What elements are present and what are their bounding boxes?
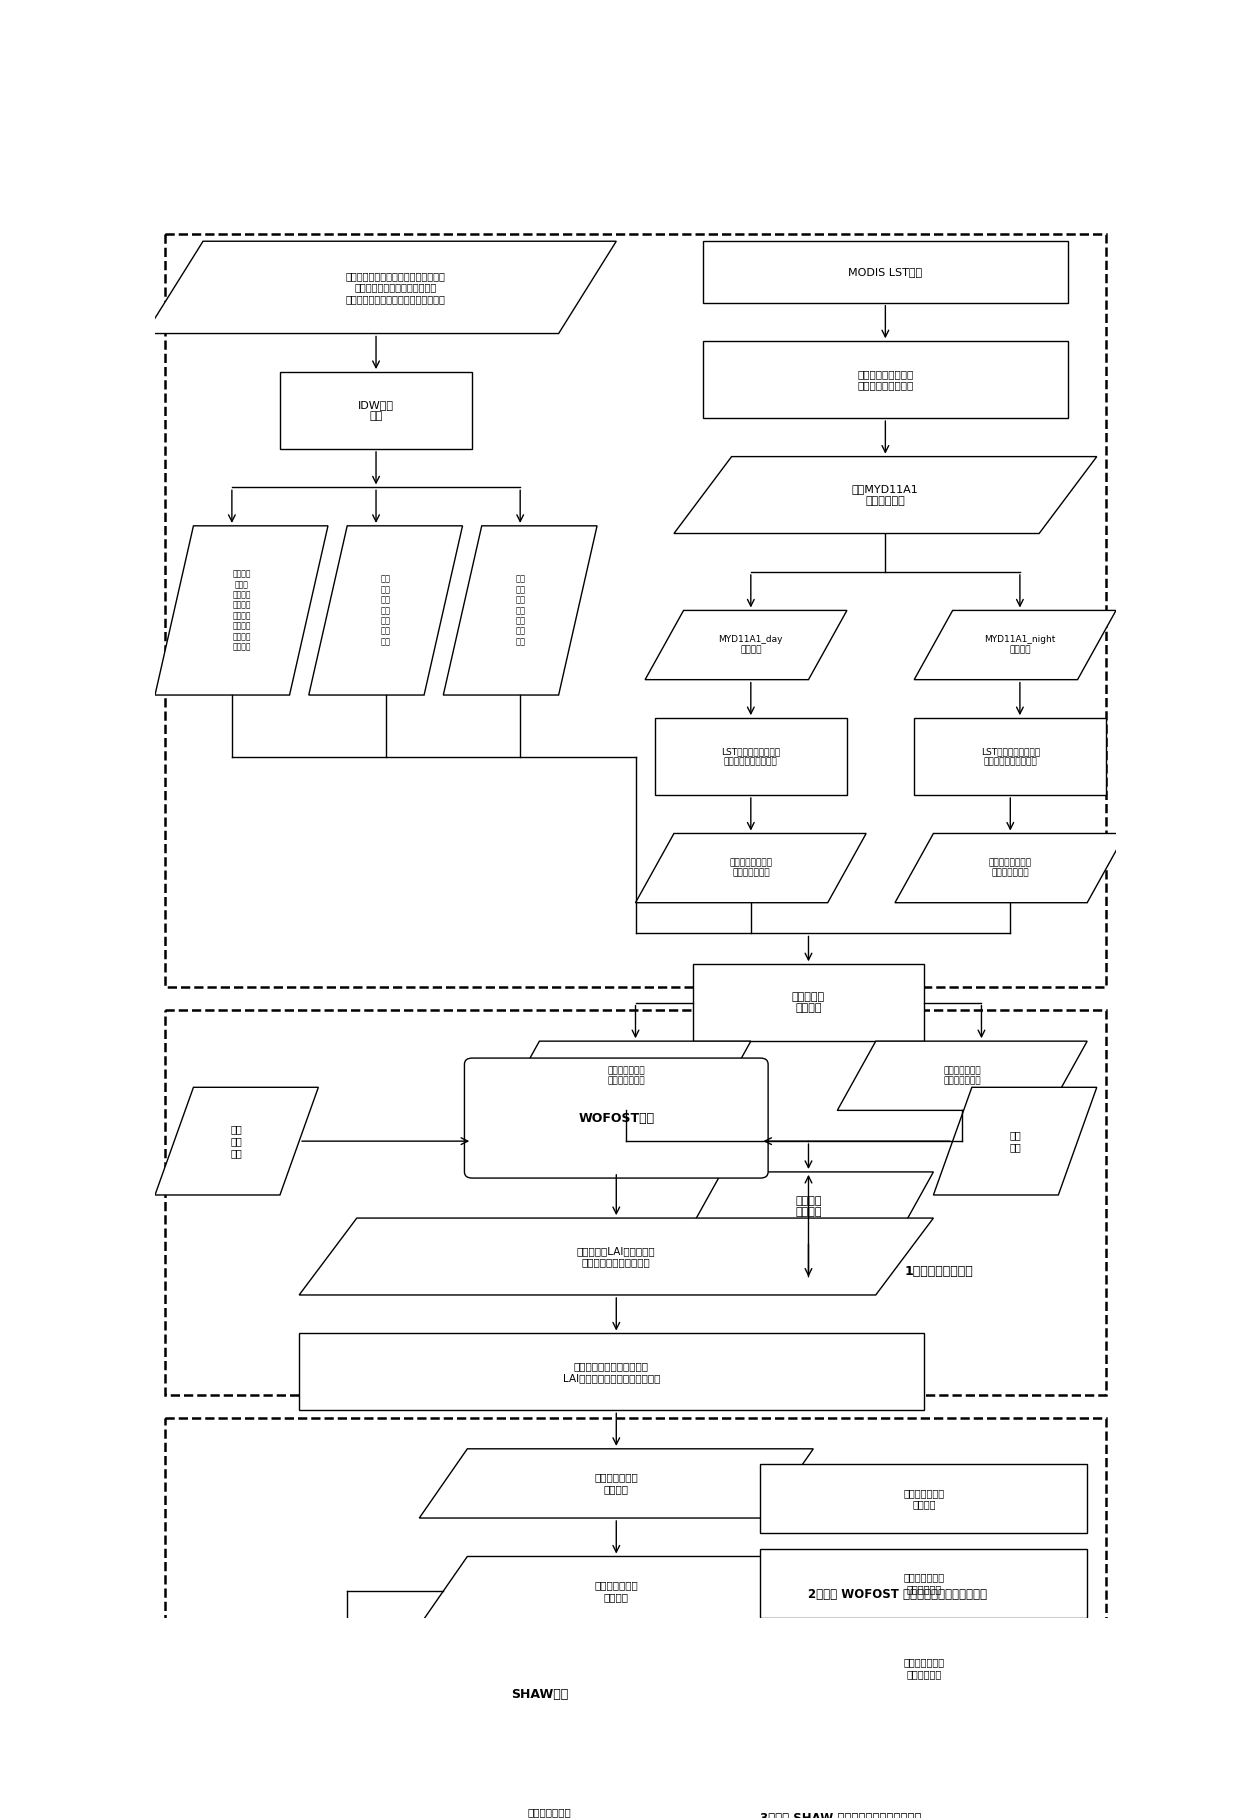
Polygon shape (683, 1173, 934, 1242)
Text: MODIS LST产品: MODIS LST产品 (848, 267, 923, 276)
Bar (760, 1463, 1087, 1533)
Text: WOFOST模型: WOFOST模型 (578, 1111, 655, 1125)
Text: 插值
日最
高气
温时
序列
（面
上）: 插值 日最 高气 温时 序列 （面 上） (381, 574, 391, 645)
Bar (165, 1011, 1106, 1394)
Text: 冬小麦生物物理
特征参数: 冬小麦生物物理 特征参数 (903, 1487, 945, 1509)
Text: IDW插值
算法: IDW插值 算法 (358, 400, 394, 422)
Polygon shape (635, 833, 866, 904)
Text: 逐日冬小麦LAI与地上各器
官干物质积累量（面上）: 逐日冬小麦LAI与地上各器 官干物质积累量（面上） (577, 1245, 656, 1267)
Text: 面上MYD11A1
时间序列数据: 面上MYD11A1 时间序列数据 (852, 484, 919, 505)
Polygon shape (155, 1087, 319, 1194)
Text: MYD11A1_day
时间序列: MYD11A1_day 时间序列 (718, 634, 784, 654)
Text: 土壤
参数: 土壤 参数 (1009, 1131, 1021, 1153)
FancyBboxPatch shape (417, 1643, 662, 1747)
Bar (760, 1633, 1087, 1703)
Text: 作物生物量参数
（面上）: 作物生物量参数 （面上） (594, 1580, 639, 1602)
Bar (165, 1418, 1106, 1725)
Text: 同化后最低温时
间序列（面上）: 同化后最低温时 间序列（面上） (944, 1065, 981, 1085)
Text: 面上冬小麦冠层
气温模拟结果: 面上冬小麦冠层 气温模拟结果 (527, 1807, 570, 1818)
Bar (703, 342, 1068, 418)
Text: 预处理（数据提取、
镶嵌、投影、裁剪）: 预处理（数据提取、 镶嵌、投影、裁剪） (857, 369, 914, 391)
Bar (760, 1549, 1087, 1618)
Text: LST与麦田实测气温建
立转换方程（最低温）: LST与麦田实测气温建 立转换方程（最低温） (981, 747, 1040, 765)
Polygon shape (501, 1042, 750, 1111)
Text: 1，气象要素区域化: 1，气象要素区域化 (904, 1265, 973, 1278)
Polygon shape (914, 611, 1116, 680)
Bar (280, 373, 472, 449)
Text: 插值日太
阳辐射
量、平均
风速、降
水量、水
汽压、露
点温度的
时间序列: 插值日太 阳辐射 量、平均 风速、降 水量、水 汽压、露 点温度的 时间序列 (232, 569, 250, 651)
Text: 3，驱动 SHAW 模型，获取面上冠层气温数: 3，驱动 SHAW 模型，获取面上冠层气温数 (760, 1811, 921, 1818)
Text: MYD11A1_night
时间序列: MYD11A1_night 时间序列 (985, 634, 1055, 654)
Polygon shape (895, 833, 1126, 904)
Text: 作物
生长
参数: 作物 生长 参数 (231, 1125, 243, 1158)
Text: 同化后最高温时
间序列（面上）: 同化后最高温时 间序列（面上） (608, 1065, 645, 1085)
Text: 株高、叶宽数据
（面上）: 株高、叶宽数据 （面上） (594, 1473, 639, 1494)
Polygon shape (934, 1087, 1096, 1194)
Text: 2，驱动 WOFOST 模型，获取面上生物量数据: 2，驱动 WOFOST 模型，获取面上生物量数据 (808, 1589, 987, 1602)
Polygon shape (645, 611, 847, 680)
Bar (655, 718, 847, 794)
Text: 株高与单位面积茎干质量、
LAI与叶宽的实测数据的相关方程: 株高与单位面积茎干质量、 LAI与叶宽的实测数据的相关方程 (563, 1362, 660, 1383)
Bar (165, 233, 1106, 987)
Text: 麦田上方最高温时
间序列（面上）: 麦田上方最高温时 间序列（面上） (729, 858, 773, 878)
Polygon shape (837, 1042, 1087, 1111)
Polygon shape (145, 242, 616, 333)
Polygon shape (419, 1449, 813, 1518)
Text: 插值
日最
低气
温时
序列
（面
上）: 插值 日最 低气 温时 序列 （面 上） (515, 574, 526, 645)
Polygon shape (309, 525, 463, 694)
FancyBboxPatch shape (465, 1058, 768, 1178)
Text: 麦田上方最低温时
间序列（面上）: 麦田上方最低温时 间序列（面上） (988, 858, 1032, 878)
Polygon shape (155, 525, 327, 694)
Text: 气象数据
（面上）: 气象数据 （面上） (795, 1196, 822, 1218)
Text: 气象站点经纬度、高程、日最高气温、
日最低气温、太阳辐射量、早上
水汽压、平均风速、降水量、露点温度: 气象站点经纬度、高程、日最高气温、 日最低气温、太阳辐射量、早上 水汽压、平均风… (345, 271, 445, 304)
Bar (299, 1333, 924, 1411)
Bar (693, 964, 924, 1042)
Polygon shape (299, 1218, 934, 1294)
Text: 土壤理化参数和
水利特性参数: 土壤理化参数和 水利特性参数 (903, 1573, 945, 1594)
Text: LST与麦田实测气温建
立转换方程（最高温）: LST与麦田实测气温建 立转换方程（最高温） (722, 747, 780, 765)
Polygon shape (419, 1556, 813, 1625)
Polygon shape (675, 456, 1096, 533)
Bar (914, 718, 1106, 794)
Text: 土壤湿度数据和
土壤湿度数据: 土壤湿度数据和 土壤湿度数据 (903, 1658, 945, 1678)
Text: SHAW模型: SHAW模型 (511, 1689, 568, 1702)
Bar (703, 242, 1068, 304)
Bar (347, 1780, 750, 1818)
Polygon shape (444, 525, 596, 694)
Text: 集合卡尔曼
滤波算法: 集合卡尔曼 滤波算法 (792, 993, 825, 1013)
